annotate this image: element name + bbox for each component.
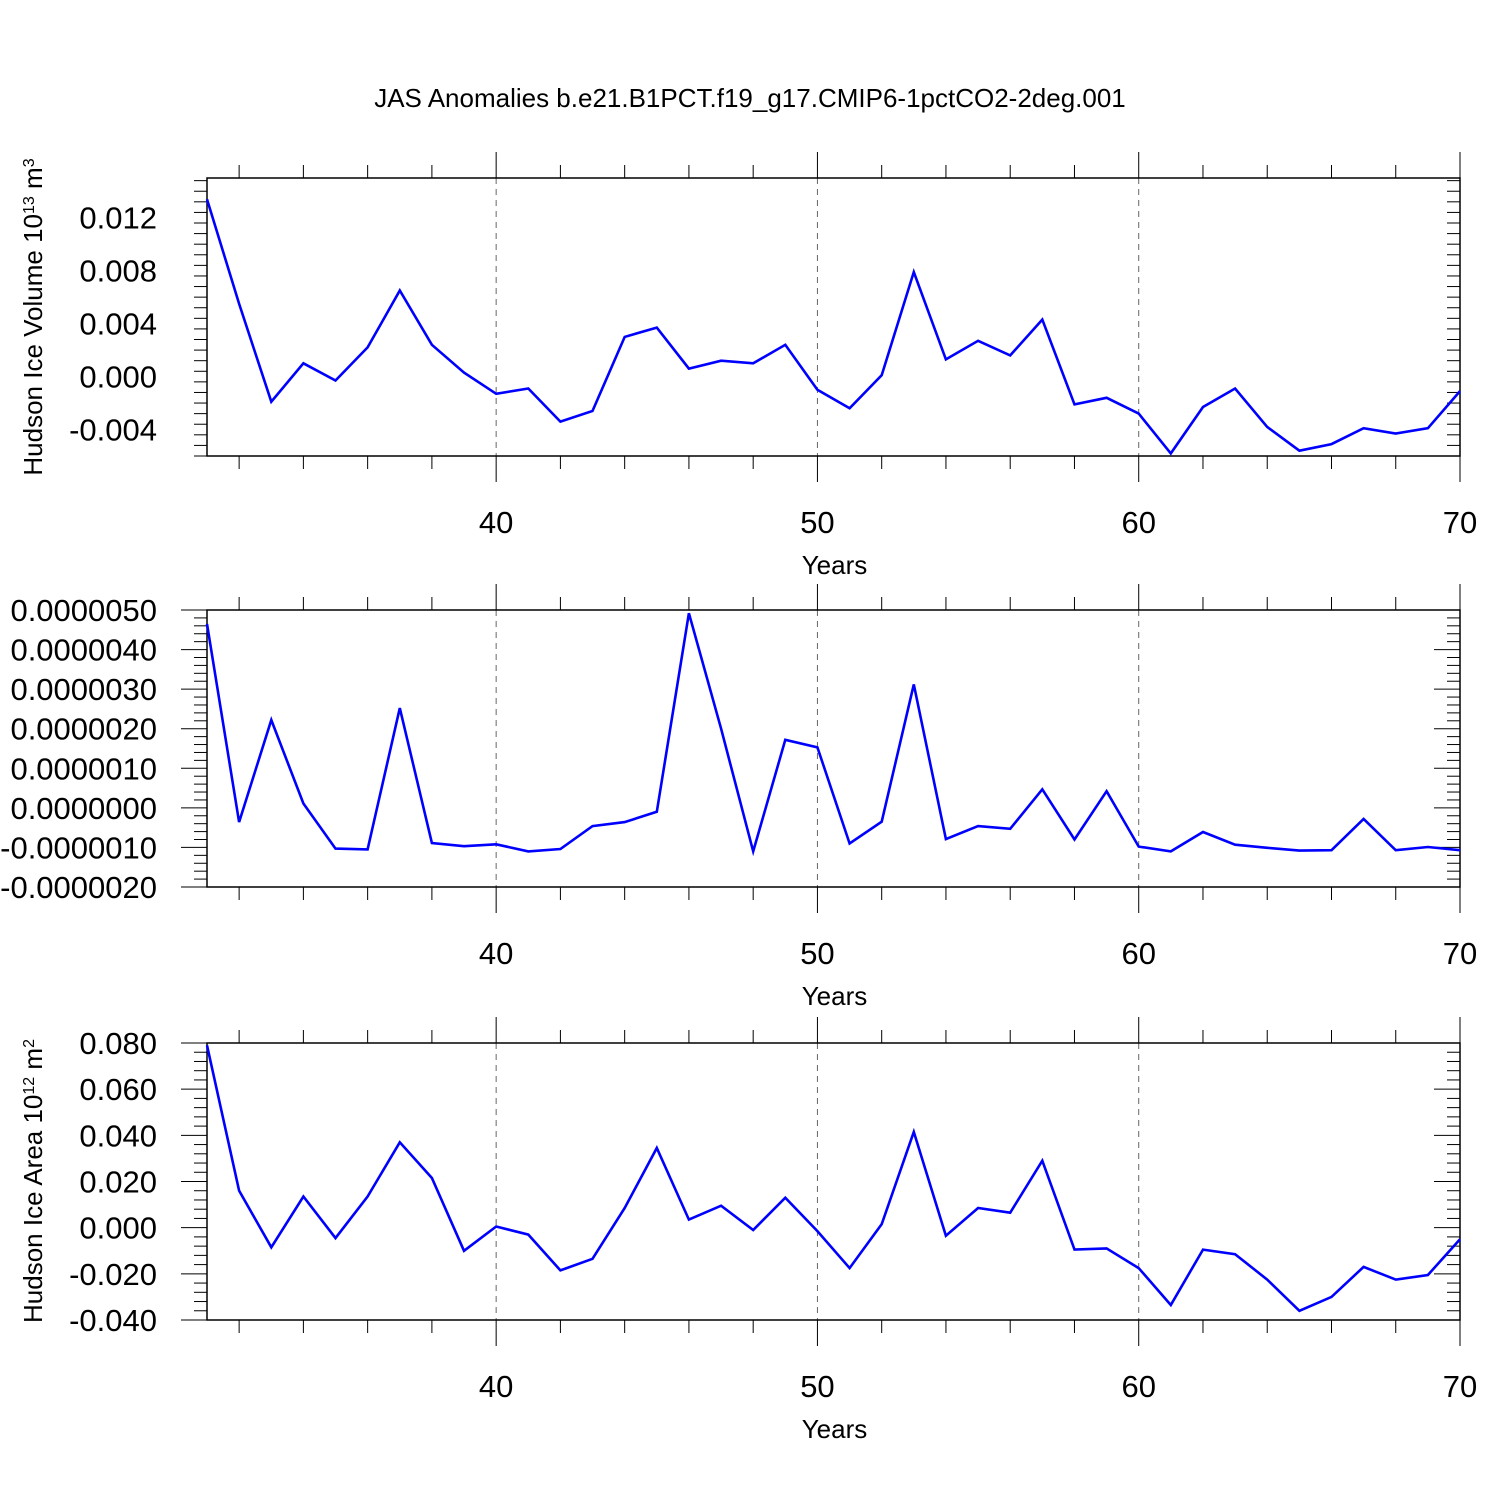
y-tick-label: 0.0000040 <box>10 633 157 668</box>
series-line <box>205 612 1461 857</box>
chart-title: JAS Anomalies b.e21.B1PCT.f19_g17.CMIP6-… <box>374 83 1126 113</box>
x-axis-title: Years <box>802 981 868 1011</box>
x-tick-label: 60 <box>1121 1369 1155 1404</box>
panel-ice-area: 40 50 60 70 Years 0.080 0.060 0.040 0.020 0.000 -0… <box>18 1017 1477 1444</box>
y-tick-label: 0.004 <box>79 307 157 342</box>
y-tick-label: -0.040 <box>69 1303 157 1338</box>
x-tick-label: 50 <box>800 505 834 540</box>
x-tick-label: 70 <box>1443 505 1477 540</box>
y-tick-label: 0.020 <box>79 1165 157 1200</box>
y-tick-label: 0.000 <box>79 360 157 395</box>
y-tick-label: 0.0000010 <box>10 751 157 786</box>
y-tick-label: 0.012 <box>79 201 157 236</box>
y-axis-title: Hudson Ice Volume 1013 m3 <box>18 158 48 475</box>
y-tick-label: 0.0000030 <box>10 672 157 707</box>
x-axis-title: Years <box>802 1414 868 1444</box>
y-tick-label: 0.0000050 <box>10 593 157 628</box>
x-tick-label: 50 <box>800 936 834 971</box>
x-tick-label: 60 <box>1121 505 1155 540</box>
panel-ice-volume: 40 50 60 70 Years 0.012 0.008 0.004 0.000 -0.004 H… <box>18 152 1477 580</box>
y-tick-label: 0.060 <box>79 1072 157 1107</box>
y-tick-label: 0.080 <box>79 1026 157 1061</box>
x-tick-label: 40 <box>479 1369 513 1404</box>
y-axis-title: Hudson Ice Area 1012 m2 <box>18 1039 48 1323</box>
x-tick-label: 50 <box>800 1369 834 1404</box>
y-tick-label: 0.040 <box>79 1118 157 1153</box>
x-tick-label: 70 <box>1443 936 1477 971</box>
y-tick-label: 0.0000000 <box>10 791 157 826</box>
series-line <box>205 1045 1461 1313</box>
y-tick-label: 0.0000020 <box>10 712 157 747</box>
plot-frame <box>206 177 1461 457</box>
x-tick-label: 40 <box>479 936 513 971</box>
x-tick-label: 70 <box>1443 1369 1477 1404</box>
y-tick-label: 0.000 <box>79 1211 157 1246</box>
plot-frame <box>206 609 1461 888</box>
y-tick-label: -0.0000020 <box>0 870 157 905</box>
x-tick-label: 60 <box>1121 936 1155 971</box>
x-axis-title: Years <box>802 550 868 580</box>
panel-ice-thickness-anomaly: 40 50 60 70 Years 0.0000050 0.0000040 0.0000030… <box>0 584 1477 1011</box>
y-tick-label: -0.020 <box>69 1257 157 1292</box>
x-tick-label: 40 <box>479 505 513 540</box>
plot-frame <box>206 1042 1461 1321</box>
series-line <box>205 198 1461 456</box>
y-tick-label: -0.0000010 <box>0 830 157 865</box>
y-tick-label: -0.004 <box>69 413 157 448</box>
y-tick-label: 0.008 <box>79 254 157 289</box>
